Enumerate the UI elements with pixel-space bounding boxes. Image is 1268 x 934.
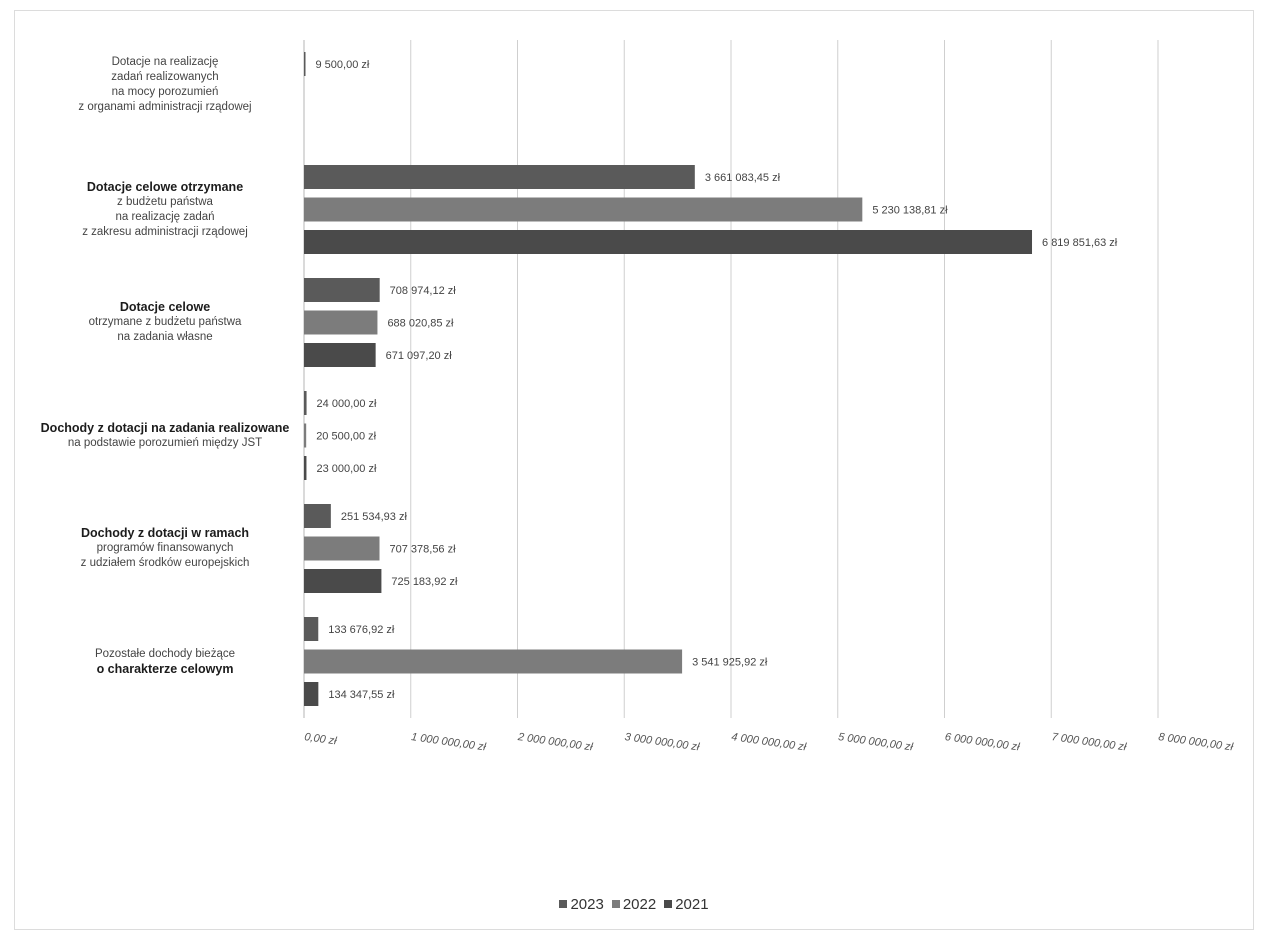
legend-swatch: [611, 900, 620, 909]
data-label-2021: 23 000,00 zł: [316, 463, 376, 475]
category-label: Dotacje celowe otrzymane z budżetu państw…: [40, 300, 290, 345]
bar-2021: [304, 456, 307, 480]
data-label-2023: 251 534,93 zł: [341, 511, 408, 523]
data-label-2023: 24 000,00 zł: [317, 398, 377, 410]
x-tick-label: 6 000 000,00 zł: [944, 731, 1021, 753]
category-label-line: o charakterze celowym: [96, 661, 234, 676]
bar-2022: [304, 423, 307, 448]
category-label: Dochody z dotacji w ramach programów fina…: [40, 526, 290, 571]
category-label-line: z organami administracji rządowej: [78, 100, 252, 113]
x-tick-label: 0,00 zł: [304, 731, 338, 747]
legend-item: 2023: [559, 896, 604, 913]
bar-2021: [304, 343, 376, 367]
data-label-2022: 3 541 925,92 zł: [692, 657, 768, 669]
category-label-line: na podstawie porozumień między JST: [67, 436, 263, 449]
data-label-2023: 9 500,00 zł: [316, 59, 370, 71]
x-tick-label: 3 000 000,00 zł: [624, 731, 701, 753]
bar-2022: [304, 649, 683, 674]
data-label-2021: 6 819 851,63 zł: [1042, 237, 1118, 249]
category-label: Pozostałe dochody bieżące o charakterze c…: [40, 647, 290, 677]
category-label-line: na realizację zadań: [115, 210, 215, 223]
legend-label: 2022: [622, 896, 657, 913]
category-label-line: Dotacje celowe: [119, 300, 211, 314]
bar-2023: [304, 165, 695, 189]
category-label-line: z budżetu państwa: [117, 195, 213, 208]
bar-2021: [304, 569, 382, 593]
legend-item: 2021: [664, 896, 709, 913]
category-label-line: Dochody z dotacji na zadania realizowane: [40, 420, 290, 435]
category-label-line: na mocy porozumień: [111, 85, 219, 98]
data-label-2021: 671 097,20 zł: [386, 350, 453, 362]
bar-2023: [304, 391, 307, 415]
category-label-line: Pozostałe dochody bieżące: [94, 647, 235, 660]
data-label-2022: 20 500,00 zł: [316, 431, 376, 443]
bar-2023: [304, 504, 331, 528]
category-label-line: z zakresu administracji rządowej: [82, 225, 248, 238]
legend: 2023 2022 2021: [0, 896, 1268, 913]
data-label-2023: 708 974,12 zł: [390, 285, 457, 297]
legend-swatch: [559, 900, 568, 909]
data-label-2022: 707 378,56 zł: [390, 544, 457, 556]
bar-2023: [304, 278, 380, 302]
x-tick-label: 8 000 000,00 zł: [1158, 731, 1235, 753]
chart-frame: [14, 10, 1254, 930]
category-label-line: Dotacje celowe otrzymane: [86, 179, 244, 194]
category-label-line: na zadania własne: [117, 331, 213, 343]
data-label-2022: 5 230 138,81 zł: [872, 205, 948, 217]
category-label-line: Dotacje na realizację: [111, 55, 219, 68]
category-label-line: zadań realizowanych: [111, 70, 219, 83]
bar-2022: [304, 197, 863, 222]
bar-2021: [304, 230, 1033, 254]
bar-2021: [304, 682, 319, 706]
category-label-line: otrzymane z budżetu państwa: [88, 316, 242, 328]
bar-2022: [304, 536, 380, 561]
category-label: Dochody z dotacji na zadania realizowane…: [40, 421, 290, 451]
data-label-2023: 133 676,92 zł: [328, 624, 395, 636]
bar-2022: [304, 310, 378, 335]
x-tick-label: 2 000 000,00 zł: [516, 731, 594, 754]
bar-2023: [304, 52, 306, 76]
category-label-line: Dochody z dotacji w ramach: [80, 526, 250, 540]
data-label-2023: 3 661 083,45 zł: [705, 172, 781, 184]
data-label-2022: 688 020,85 zł: [387, 318, 454, 330]
category-label-line: z udziałem środków europejskich: [80, 557, 250, 569]
category-label-line: programów finansowanych: [96, 542, 234, 554]
x-tick-label: 5 000 000,00 zł: [837, 731, 914, 753]
legend-swatch: [664, 900, 673, 909]
x-tick-label: 4 000 000,00 zł: [731, 731, 808, 753]
legend-label: 2021: [675, 896, 709, 913]
legend-item: 2022: [611, 896, 657, 913]
legend-label: 2023: [570, 896, 604, 913]
data-label-2021: 134 347,55 zł: [328, 689, 395, 701]
x-tick-label: 1 000 000,00 zł: [410, 731, 487, 753]
category-label: Dotacje na realizację zadań realizowanych…: [40, 55, 290, 115]
data-label-2021: 725 183,92 zł: [391, 576, 458, 588]
bar-2023: [304, 617, 319, 641]
category-label: Dotacje celowe otrzymane z budżetu państw…: [40, 180, 290, 240]
x-tick-label: 7 000 000,00 zł: [1051, 731, 1128, 753]
